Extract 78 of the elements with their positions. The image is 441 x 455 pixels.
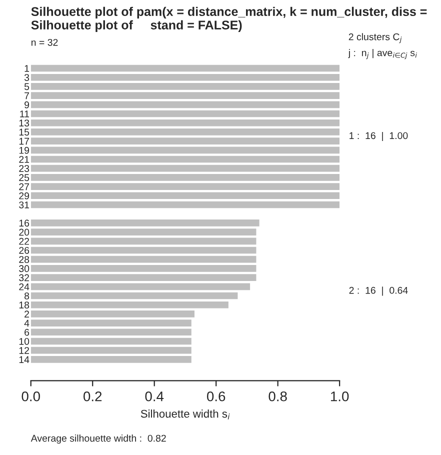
y-tick-label: 22	[19, 238, 29, 245]
y-tick-label: 27	[19, 183, 29, 190]
bar	[30, 320, 192, 326]
y-tick-label: 4	[24, 320, 30, 327]
bar	[30, 310, 194, 318]
y-tick-label: 21	[19, 156, 30, 163]
y-tick-label: 14	[19, 356, 30, 363]
bar	[30, 192, 340, 200]
text: 1 : 16 | 1.00	[350, 132, 408, 142]
text: Average silhouette width : 0.82	[30, 434, 166, 444]
y-tick-label: 1	[24, 65, 30, 72]
bar	[30, 301, 228, 308]
y-tick-label: 6	[24, 328, 30, 336]
bar	[30, 146, 340, 154]
bar	[30, 92, 340, 99]
y-tick-label: 2	[24, 310, 29, 318]
y-tick-label: 13	[19, 120, 30, 126]
bar	[30, 74, 340, 81]
bar	[30, 338, 192, 345]
y-tick-label: 12	[19, 347, 29, 354]
bar	[30, 174, 340, 181]
y-tick-label: 16	[19, 220, 30, 227]
bar	[30, 256, 256, 263]
y-tick-label: 31	[19, 201, 30, 208]
y-tick-label: 3	[24, 74, 30, 81]
bar	[30, 274, 256, 281]
y-tick-label: 32	[19, 274, 29, 282]
y-tick-label: 25	[19, 174, 30, 182]
bar	[30, 83, 340, 90]
bar	[30, 238, 256, 245]
text: 2 : 16 | 0.64	[349, 286, 408, 296]
bar	[30, 164, 340, 172]
y-tick-label: 9	[24, 101, 30, 108]
bar	[30, 265, 256, 272]
x-tick-label: 0.6	[206, 391, 226, 402]
y-tick-label: 15	[19, 128, 30, 136]
y-tick-label: 20	[19, 228, 30, 236]
bar	[30, 283, 250, 290]
y-tick-label: 23	[19, 165, 30, 172]
bar	[30, 292, 238, 300]
x-axis-title: Silhouette width s$_{i}$	[140, 410, 230, 420]
y-tick-label: 17	[19, 138, 29, 145]
y-tick-label: 24	[19, 283, 30, 290]
y-tick-label: 28	[19, 256, 30, 263]
bar	[30, 110, 340, 118]
x-tick-label: 1.0	[330, 391, 349, 402]
y-tick-label: 7	[24, 92, 29, 100]
y-tick-label: 11	[20, 110, 30, 118]
bar	[30, 201, 340, 208]
y-tick-label: 5	[24, 83, 30, 90]
bar	[30, 356, 192, 363]
text: 2 clusters C$_{j}$	[348, 33, 402, 44]
y-tick-label: 8	[24, 292, 30, 300]
text: j : n$_{j}$ | ave$_{i∈Cj}$ s$_{i}$	[348, 49, 417, 60]
bar	[30, 138, 340, 144]
bar	[30, 346, 192, 354]
y-tick-label: 19	[19, 146, 30, 154]
y-tick-label: 10	[19, 338, 30, 345]
x-tick-label: 0.8	[268, 391, 287, 402]
bar	[30, 246, 256, 254]
bar	[30, 101, 340, 108]
bar	[30, 220, 260, 226]
bar	[30, 119, 340, 126]
bar	[30, 128, 340, 136]
x-tick-label: 0.2	[84, 391, 102, 402]
chart-title: Silhouette plot of pam(x = distance_matrix, k = num_cluster, diss = Silhouette plot of stand = FALSE)	[31, 6, 427, 32]
y-tick-label: 29	[19, 192, 30, 200]
y-tick-label: 18	[19, 302, 30, 308]
y-tick-label: 30	[19, 265, 30, 272]
y-tick-label: 26	[19, 246, 30, 254]
bar	[30, 328, 192, 336]
bar	[30, 64, 340, 72]
x-tick-label: 0.0	[22, 391, 40, 402]
x-tick-label: 0.4	[145, 391, 164, 402]
bar	[30, 156, 340, 163]
bar	[30, 183, 340, 190]
bar	[30, 228, 256, 236]
chart-subtitle: n = 32	[32, 38, 58, 46]
